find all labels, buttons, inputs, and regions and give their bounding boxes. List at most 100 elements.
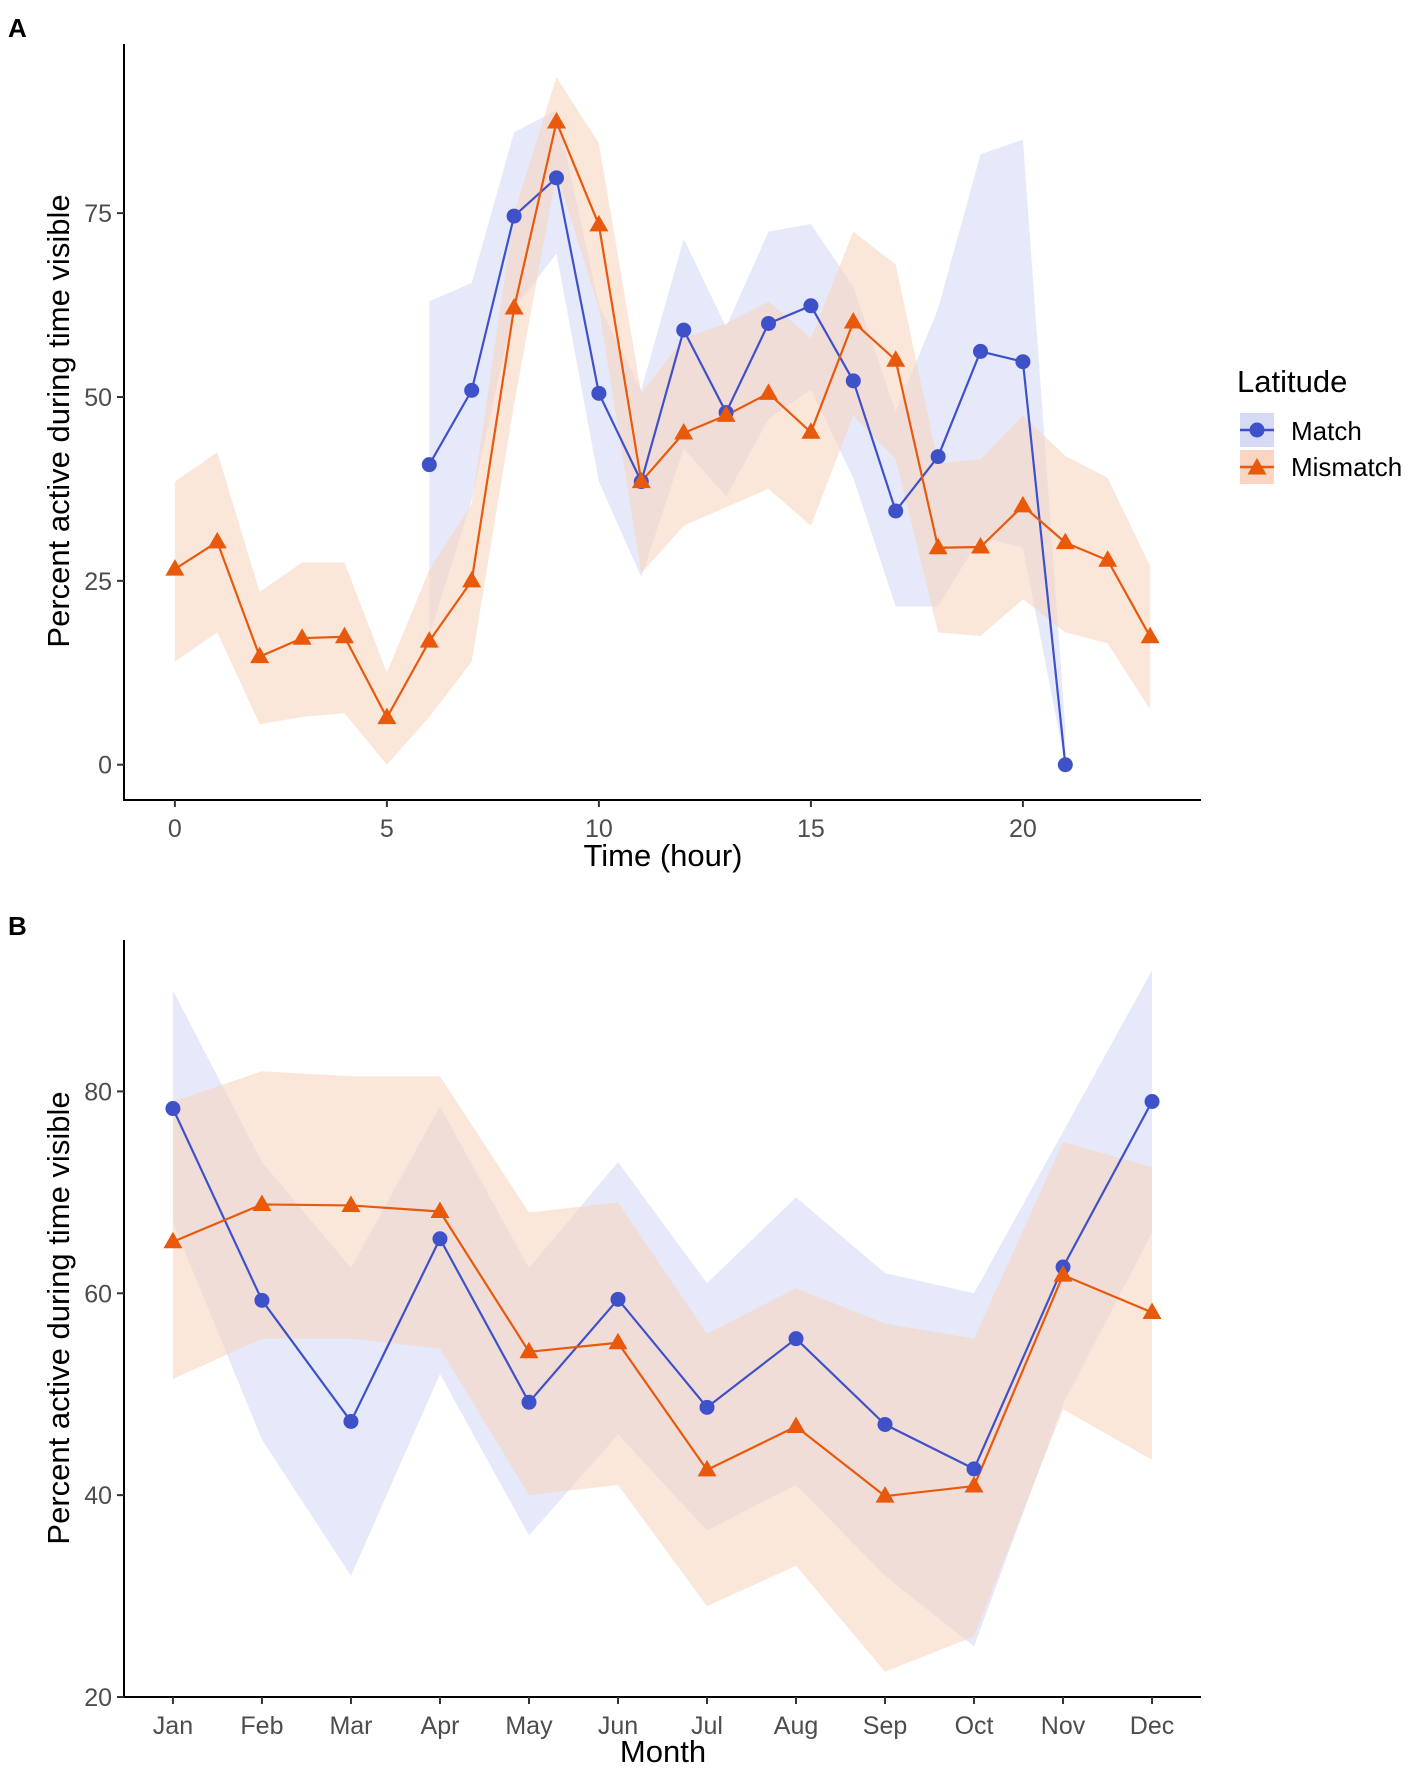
legend-label-mismatch: Mismatch [1291, 452, 1402, 482]
panel-a-match-line [428, 176, 1067, 765]
panel-a-mismatch-point [716, 405, 736, 422]
panel-b-match-point [432, 1231, 448, 1247]
panel-a-mismatch-point [1098, 550, 1118, 567]
panel-a-series-lines [174, 120, 1152, 765]
panel-b-y-tick-label: 60 [84, 1280, 112, 1308]
panel-b-monthly-activity-chart: B 20 40 60 80 Jan Feb Mar Apr May Jun Jul Aug Sep Oct… [8, 911, 1201, 1768]
panel-b-mismatch-point [341, 1195, 361, 1212]
panel-b-mismatch-point [964, 1476, 984, 1493]
panel-a-match-point [1057, 757, 1073, 773]
panel-a-y-axis-title: Percent active during time visible [41, 194, 76, 647]
panel-b-mismatch-point [786, 1416, 806, 1433]
panel-a-match-point [464, 382, 480, 398]
panel-b-x-tick-label: Mar [329, 1712, 372, 1740]
panel-b-series-lines [171, 1100, 1154, 1498]
panel-a-mismatch-point [377, 707, 397, 725]
panel-b-mismatch-point [163, 1231, 183, 1249]
panel-b-mismatch-point [697, 1459, 717, 1477]
panel-b-y-tick-label: 80 [84, 1078, 112, 1106]
panel-a-mismatch-line [174, 120, 1152, 719]
panel-a-confidence-bands [174, 77, 1151, 765]
panel-b-mismatch-point [252, 1194, 272, 1211]
panel-b-series-points [163, 1093, 1162, 1503]
panel-a-mismatch-point [165, 559, 185, 576]
panel-b-match-point [343, 1413, 359, 1429]
panel-a-mismatch-point [462, 570, 482, 588]
panel-b-match-point [788, 1331, 804, 1347]
panel-b-label: B [8, 911, 27, 941]
panel-a-axis-ticks: 0 25 50 75 0 5 10 15 20 [84, 200, 1037, 843]
panel-b-x-tick-label: Dec [1130, 1712, 1174, 1740]
panel-b-mismatch-line [172, 1203, 1153, 1498]
panel-a-y-tick-label: 25 [84, 568, 112, 596]
panel-a-match-point [930, 449, 946, 465]
panel-a-match-point [548, 170, 564, 186]
panel-a-mismatch-point [928, 537, 948, 555]
panel-b-match-point [699, 1399, 715, 1415]
panel-b-match-point [966, 1461, 982, 1477]
legend-key-mismatch-marker [1247, 458, 1267, 475]
panel-b-x-tick-label: Jul [691, 1712, 723, 1740]
panel-a-x-tick-label: 20 [1009, 815, 1037, 843]
panel-a-mismatch-point [1013, 495, 1033, 513]
panel-a-mismatch-point [589, 214, 609, 232]
panel-b-confidence-bands [172, 970, 1153, 1672]
panel-b-mismatch-point [608, 1332, 628, 1350]
panel-b-x-tick-label: Oct [955, 1712, 994, 1740]
legend-title: Latitude [1237, 364, 1347, 399]
panel-b-mismatch-band [172, 1071, 1153, 1672]
panel-a-mismatch-point [504, 298, 524, 315]
panel-b-mismatch-point [519, 1341, 539, 1359]
panel-a-y-tick-label: 50 [84, 384, 112, 412]
panel-a-mismatch-point [250, 646, 270, 664]
panel-a-y-tick-label: 0 [98, 752, 112, 780]
panel-a-match-point [591, 385, 607, 401]
panel-b-y-axis-title: Percent active during time visible [41, 1091, 76, 1544]
panel-a-match-point [973, 343, 989, 359]
panel-b-match-point [521, 1394, 537, 1410]
panel-a-y-tick-label: 75 [84, 200, 112, 228]
legend-label-match: Match [1291, 416, 1362, 446]
panel-a-mismatch-point [334, 626, 354, 644]
panel-a-hourly-activity-chart: A 0 25 50 75 0 5 10 15 20 Time (hour) Percent ac… [8, 13, 1201, 873]
panel-b-x-tick-label: Jun [598, 1712, 638, 1740]
panel-a-mismatch-point [631, 471, 651, 489]
panel-b-mismatch-point [1142, 1302, 1162, 1319]
legend-key-match-marker [1249, 422, 1265, 438]
panel-a-mismatch-point [843, 311, 863, 329]
panel-a-mismatch-point [419, 631, 439, 648]
panel-b-axis-ticks: 20 40 60 80 Jan Feb Mar Apr May Jun Jul Aug Sep Oct No… [84, 1078, 1174, 1740]
panel-b-x-tick-label: Sep [863, 1712, 907, 1740]
panel-b-x-axis-title: Month [620, 1734, 706, 1768]
panel-a-match-point [888, 503, 904, 519]
panel-a-match-point [803, 298, 819, 314]
panel-b-x-tick-label: May [505, 1712, 553, 1740]
panel-b-x-tick-label: Feb [240, 1712, 283, 1740]
panel-b-match-point [165, 1101, 181, 1117]
panel-a-series-points [165, 111, 1160, 773]
panel-b-x-tick-label: Jan [153, 1712, 193, 1740]
panel-b-mismatch-point [1053, 1265, 1073, 1282]
panel-a-mismatch-point [1055, 532, 1075, 550]
panel-a-match-point [676, 322, 692, 338]
panel-a-label: A [8, 13, 27, 43]
panel-b-match-point [877, 1416, 893, 1432]
panel-a-match-point [506, 208, 522, 224]
legend-item-mismatch: Mismatch [1240, 450, 1402, 484]
legend-item-match: Match [1240, 413, 1362, 447]
legend: Latitude Match Mismatch [1237, 364, 1402, 484]
panel-a-x-axis-title: Time (hour) [583, 838, 742, 873]
panel-a-mismatch-band [174, 77, 1151, 765]
panel-a-mismatch-point [971, 537, 991, 554]
panel-a-mismatch-point [801, 422, 821, 439]
panel-b-x-tick-label: Apr [421, 1712, 460, 1740]
panel-b-x-tick-label: Nov [1041, 1712, 1086, 1740]
panel-b-mismatch-point [430, 1201, 450, 1219]
panel-b-match-point [254, 1292, 270, 1308]
panel-a-x-tick-label: 5 [380, 815, 394, 843]
panel-b-mismatch-point [875, 1486, 895, 1503]
panel-b-match-line [171, 1100, 1154, 1470]
panel-a-match-point [845, 373, 861, 389]
panel-b-y-tick-label: 20 [84, 1684, 112, 1712]
